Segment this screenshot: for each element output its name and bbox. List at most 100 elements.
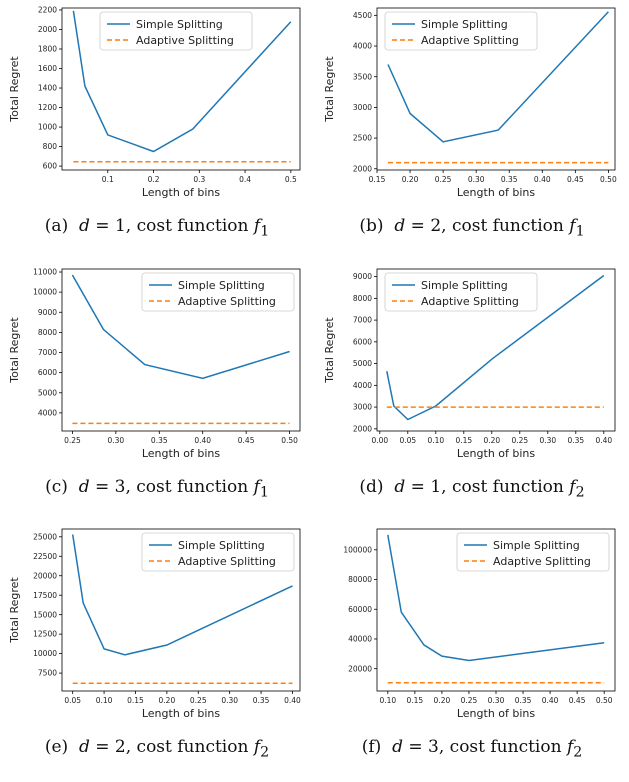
y-tick-label: 17500 [33, 591, 57, 600]
caption-func-sub: 1 [260, 223, 270, 240]
y-tick-label: 2000 [38, 25, 57, 34]
caption-dim: d [392, 737, 403, 757]
caption-dim-value: = 1, [405, 477, 452, 497]
y-tick-label: 10000 [33, 649, 57, 658]
caption-label: (e) [44, 737, 79, 757]
caption-text: cost function [451, 477, 570, 497]
y-tick-label: 5000 [38, 388, 57, 397]
caption-dim: d [394, 216, 406, 236]
y-tick-label: 4000 [38, 408, 57, 417]
line-chart: 0.1 0.2 0.3 0.4 0.5 600 800 1000 1200 1400 1600 180… [8, 6, 301, 199]
x-tick-label: 0.45 [567, 175, 584, 184]
y-tick-label: 4500 [353, 11, 372, 20]
x-tick-label: 0.40 [542, 696, 559, 705]
y-tick-label: 1600 [38, 64, 57, 73]
y-tick-label: 7500 [38, 669, 57, 678]
caption-dim-value: = 3, [89, 477, 137, 497]
y-tick-label: 12500 [33, 630, 57, 639]
caption-dim: d [78, 477, 90, 497]
y-axis-label: Total Regret [8, 577, 21, 644]
y-tick-label: 1800 [38, 45, 57, 54]
line-chart: 0.25 0.30 0.35 0.40 0.45 0.50 4000 5000 6000 7000… [8, 268, 301, 460]
caption-text: cost function [136, 216, 254, 236]
chart-panel-b: 0.15 0.20 0.25 0.30 0.35 0.40 0.45 0.50 2000 2500… [315, 0, 629, 261]
x-axis-label: Length of bins [457, 707, 536, 720]
caption-func: f [253, 477, 260, 497]
x-tick-label: 0.05 [399, 436, 416, 445]
y-tick-label: 6000 [353, 337, 372, 346]
caption: (d) d = 1, cost function f2 [315, 477, 629, 500]
x-tick-label: 0.40 [595, 436, 612, 445]
simple-splitting-line [387, 534, 605, 662]
x-tick-label: 0.1 [102, 175, 114, 184]
caption-dim-value: = 1, [89, 216, 137, 236]
plot-frame [61, 268, 301, 432]
x-tick-label: 0.15 [455, 436, 472, 445]
legend-label: Adaptive Splitting [178, 555, 276, 568]
legend-box [141, 532, 295, 572]
y-tick-label: 9000 [38, 308, 57, 317]
caption-label: (f) [361, 737, 393, 757]
caption-label: (a) [44, 216, 80, 236]
x-tick-label: 0.25 [64, 436, 81, 445]
caption: (a) d = 1, cost function f1 [0, 216, 314, 239]
y-tick-label: 4000 [353, 381, 372, 390]
caption-dim: d [79, 216, 90, 236]
caption-label: (b) [359, 216, 395, 236]
caption-text: cost function [451, 216, 570, 236]
x-tick-label: 0.20 [483, 436, 500, 445]
x-tick-label: 0.30 [468, 175, 485, 184]
x-tick-label: 0.25 [511, 436, 528, 445]
y-tick-label: 40000 [348, 635, 372, 644]
x-tick-label: 0.20 [159, 696, 176, 705]
x-tick-label: 0.25 [461, 696, 478, 705]
x-tick-label: 0.00 [371, 436, 388, 445]
y-axis-label: Total Regret [8, 56, 21, 123]
x-tick-label: 0.10 [96, 696, 113, 705]
x-tick-label: 0.30 [488, 696, 505, 705]
legend-box [384, 11, 538, 51]
legend-box [384, 272, 538, 312]
y-tick-label: 6000 [38, 368, 57, 377]
y-tick-label: 4000 [353, 42, 372, 51]
caption: (c) d = 3, cost function f1 [0, 477, 314, 500]
y-tick-label: 25000 [33, 532, 57, 541]
caption-func: f [569, 216, 576, 236]
y-axis-label: Total Regret [323, 56, 336, 123]
legend-label: Simple Splitting [421, 279, 508, 292]
x-tick-label: 0.30 [221, 696, 238, 705]
x-tick-label: 0.50 [596, 696, 613, 705]
x-tick-label: 0.35 [567, 436, 584, 445]
plot-frame [61, 528, 301, 692]
chart-panel-a: 0.1 0.2 0.3 0.4 0.5 600 800 1000 1200 1400 1600 180… [0, 0, 314, 261]
caption-func: f [566, 737, 574, 757]
legend-box [456, 532, 610, 572]
x-tick-label: 0.45 [569, 696, 586, 705]
caption-func-sub: 2 [260, 744, 270, 761]
caption-func-sub: 1 [259, 484, 269, 501]
caption-text: cost function [449, 737, 567, 757]
caption-dim: d [394, 477, 406, 497]
caption-label: (d) [359, 477, 395, 497]
line-chart: 0.10 0.15 0.20 0.25 0.30 0.35 0.40 0.45 0.50 2000… [343, 528, 616, 720]
x-tick-label: 0.40 [194, 436, 211, 445]
legend-label: Adaptive Splitting [493, 555, 591, 568]
y-tick-label: 15000 [33, 610, 57, 619]
caption-text: cost function [136, 477, 254, 497]
simple-splitting-line [71, 274, 290, 380]
legend-label: Adaptive Splitting [421, 34, 519, 47]
caption-func: f [569, 477, 576, 497]
y-tick-label: 10000 [33, 288, 57, 297]
y-tick-label: 22500 [33, 552, 57, 561]
caption-text: cost function [136, 737, 254, 757]
y-tick-label: 2200 [38, 6, 57, 15]
y-tick-label: 7000 [38, 348, 57, 357]
x-axis-label: Length of bins [142, 707, 221, 720]
caption-label: (c) [45, 477, 79, 497]
x-tick-label: 0.40 [284, 696, 301, 705]
caption-func: f [253, 737, 261, 757]
plot-frame [376, 7, 616, 171]
legend-label: Simple Splitting [493, 539, 580, 552]
y-tick-label: 1000 [38, 123, 57, 132]
y-tick-label: 600 [43, 162, 58, 171]
